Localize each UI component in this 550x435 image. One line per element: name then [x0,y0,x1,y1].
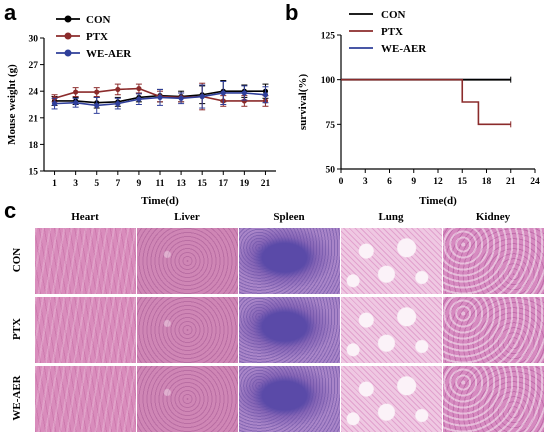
legend-label: CON [86,14,111,26]
y-tick-label: 18 [29,141,39,151]
x-tick-label: 13 [176,179,186,189]
micrograph-kidney-we-aer [443,366,544,432]
x-tick-label: 21 [506,177,516,187]
legend-label: WE-AER [86,48,132,60]
y-tick-label: 15 [29,168,39,178]
data-point [94,89,100,95]
x-tick-label: 7 [115,179,120,189]
data-point [178,95,184,101]
data-point [262,92,269,98]
row-label-ptx: PTX [11,318,23,340]
x-axis-title: Time(d) [141,195,179,207]
x-tick-label: 11 [156,179,165,189]
x-tick-label: 15 [458,177,468,187]
legend-label: CON [381,9,406,21]
survival-line [341,78,511,126]
micrograph-liver-we-aer [137,366,238,432]
x-tick-label: 12 [433,177,443,187]
micrograph-lung-we-aer [341,366,442,432]
x-tick-label: 9 [137,179,142,189]
survival-chart: 50 75 100 125 0 3 6 9 12 15 18 21 24 Time(d) survival(… [297,9,540,207]
panel-label-b: b [285,0,299,25]
micrograph-lung-con [341,228,442,294]
y-tick-label: 21 [29,114,39,124]
column-header-spleen: Spleen [273,211,305,223]
x-tick-label: 21 [261,179,271,189]
x-tick-label: 15 [197,179,207,189]
column-header-kidney: Kidney [475,211,511,223]
y-tick-label: 125 [321,32,336,42]
x-tick-label: 18 [482,177,492,187]
x-tick-label: 0 [339,177,344,187]
y-axis-title: survival(%) [297,74,309,131]
x-tick-label: 17 [219,179,229,189]
legend-marker [64,49,72,57]
micrograph-liver-ptx [137,297,238,363]
x-tick-label: 9 [411,177,416,187]
panel-label-c: c [4,198,17,223]
data-point [241,90,247,96]
data-point [136,96,142,102]
column-header-liver: Liver [174,211,200,223]
micrograph-heart-we-aer [35,366,136,432]
x-tick-label: 19 [240,179,250,189]
data-point [157,94,163,101]
panel-label-a: a [4,0,17,25]
micrograph-spleen-con [239,228,340,294]
legend-marker [64,32,72,40]
y-tick-label: 24 [29,88,39,98]
micrograph-spleen-we-aer [239,366,340,432]
column-header-lung: Lung [378,211,404,223]
legend-label: PTX [86,31,108,43]
x-tick-label: 6 [387,177,392,187]
micrograph-lung-ptx [341,297,442,363]
micrograph-kidney-con [443,228,544,294]
row-label-we-aer: WE-AER [11,375,23,421]
micrograph-liver-con [137,228,238,294]
x-tick-label: 5 [94,179,99,189]
data-point [136,85,142,92]
micrograph-heart-ptx [35,297,136,363]
data-point [115,101,121,107]
legend-label: PTX [381,26,403,38]
x-tick-label: 24 [530,177,540,187]
y-tick-label: 30 [29,35,39,45]
y-tick-label: 100 [321,76,336,86]
x-tick-label: 3 [363,177,368,187]
micrograph-spleen-ptx [239,297,340,363]
micrograph-heart-con [35,228,136,294]
micrograph-kidney-ptx [443,297,544,363]
legend-label: WE-AER [381,43,427,55]
y-tick-label: 75 [326,121,336,131]
x-tick-label: 1 [52,179,57,189]
data-point [73,89,79,95]
data-point [199,93,205,100]
x-axis-title: Time(d) [419,195,457,207]
row-label-con: CON [11,247,23,273]
data-point [51,101,58,107]
y-tick-label: 27 [29,61,39,71]
data-point [220,90,226,96]
data-point [94,102,100,108]
data-point [73,100,79,106]
legend-marker [64,15,72,23]
y-tick-label: 50 [326,166,336,176]
y-axis-title: Mouse weight (g) [6,64,18,145]
data-point [115,86,121,93]
column-header-heart: Heart [71,211,99,223]
x-tick-label: 3 [73,179,78,189]
